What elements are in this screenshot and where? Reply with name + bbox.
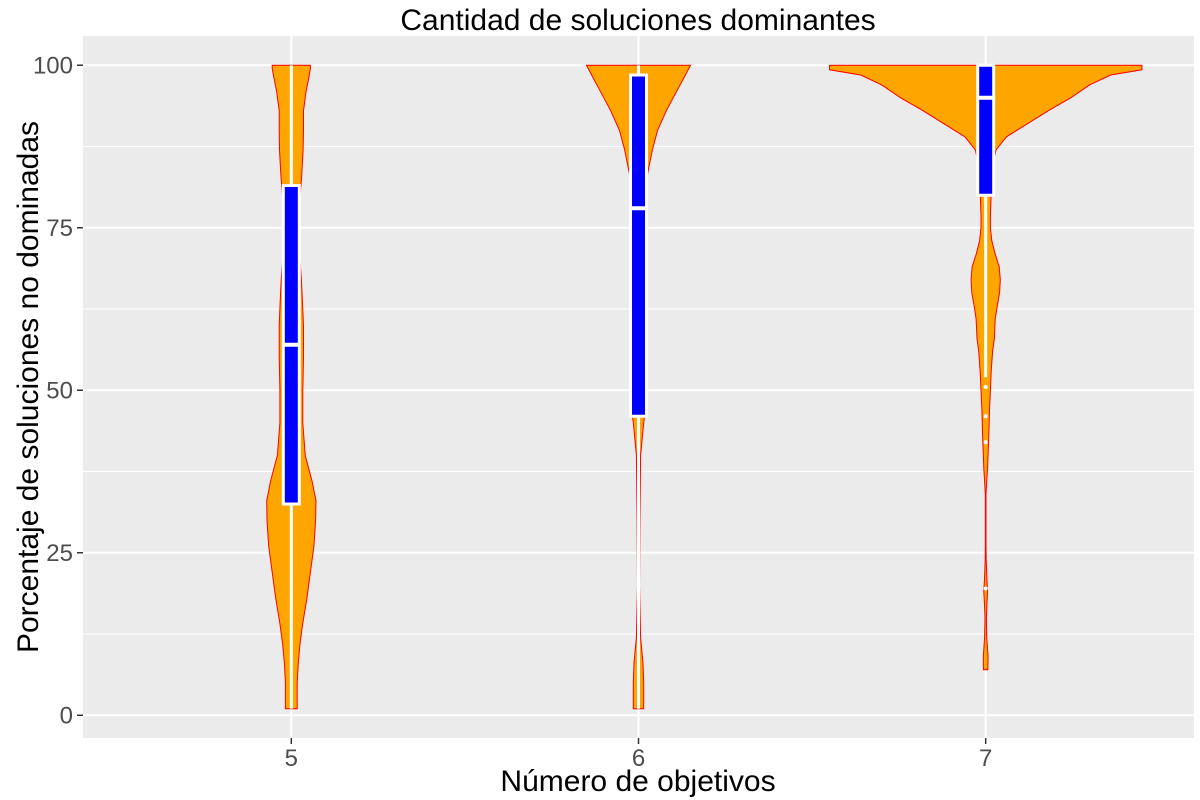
x-axis: 5 6 7 — [285, 738, 992, 772]
y-tick-label: 50 — [46, 377, 73, 404]
outlier-point — [983, 385, 988, 389]
x-tick-label: 5 — [285, 745, 298, 772]
y-tick-label: 100 — [33, 52, 73, 79]
x-tick-label: 7 — [979, 745, 992, 772]
y-tick-label: 25 — [46, 540, 73, 567]
outlier-point — [983, 586, 988, 591]
y-tick-label: 75 — [46, 215, 73, 242]
y-axis: 0 25 50 75 100 — [33, 52, 83, 729]
chart-title: Cantidad de soluciones dominantes — [400, 4, 875, 37]
outlier-point — [983, 440, 988, 445]
boxplot-layer — [281, 63, 996, 709]
outlier-point — [983, 414, 988, 419]
y-tick-label: 0 — [60, 702, 73, 729]
box-7 — [976, 63, 996, 197]
box-6 — [629, 73, 648, 418]
y-axis-title: Porcentaje de soluciones no dominadas — [12, 121, 45, 653]
x-tick-label: 6 — [632, 745, 645, 772]
x-axis-title: Número de objetivos — [500, 765, 775, 798]
